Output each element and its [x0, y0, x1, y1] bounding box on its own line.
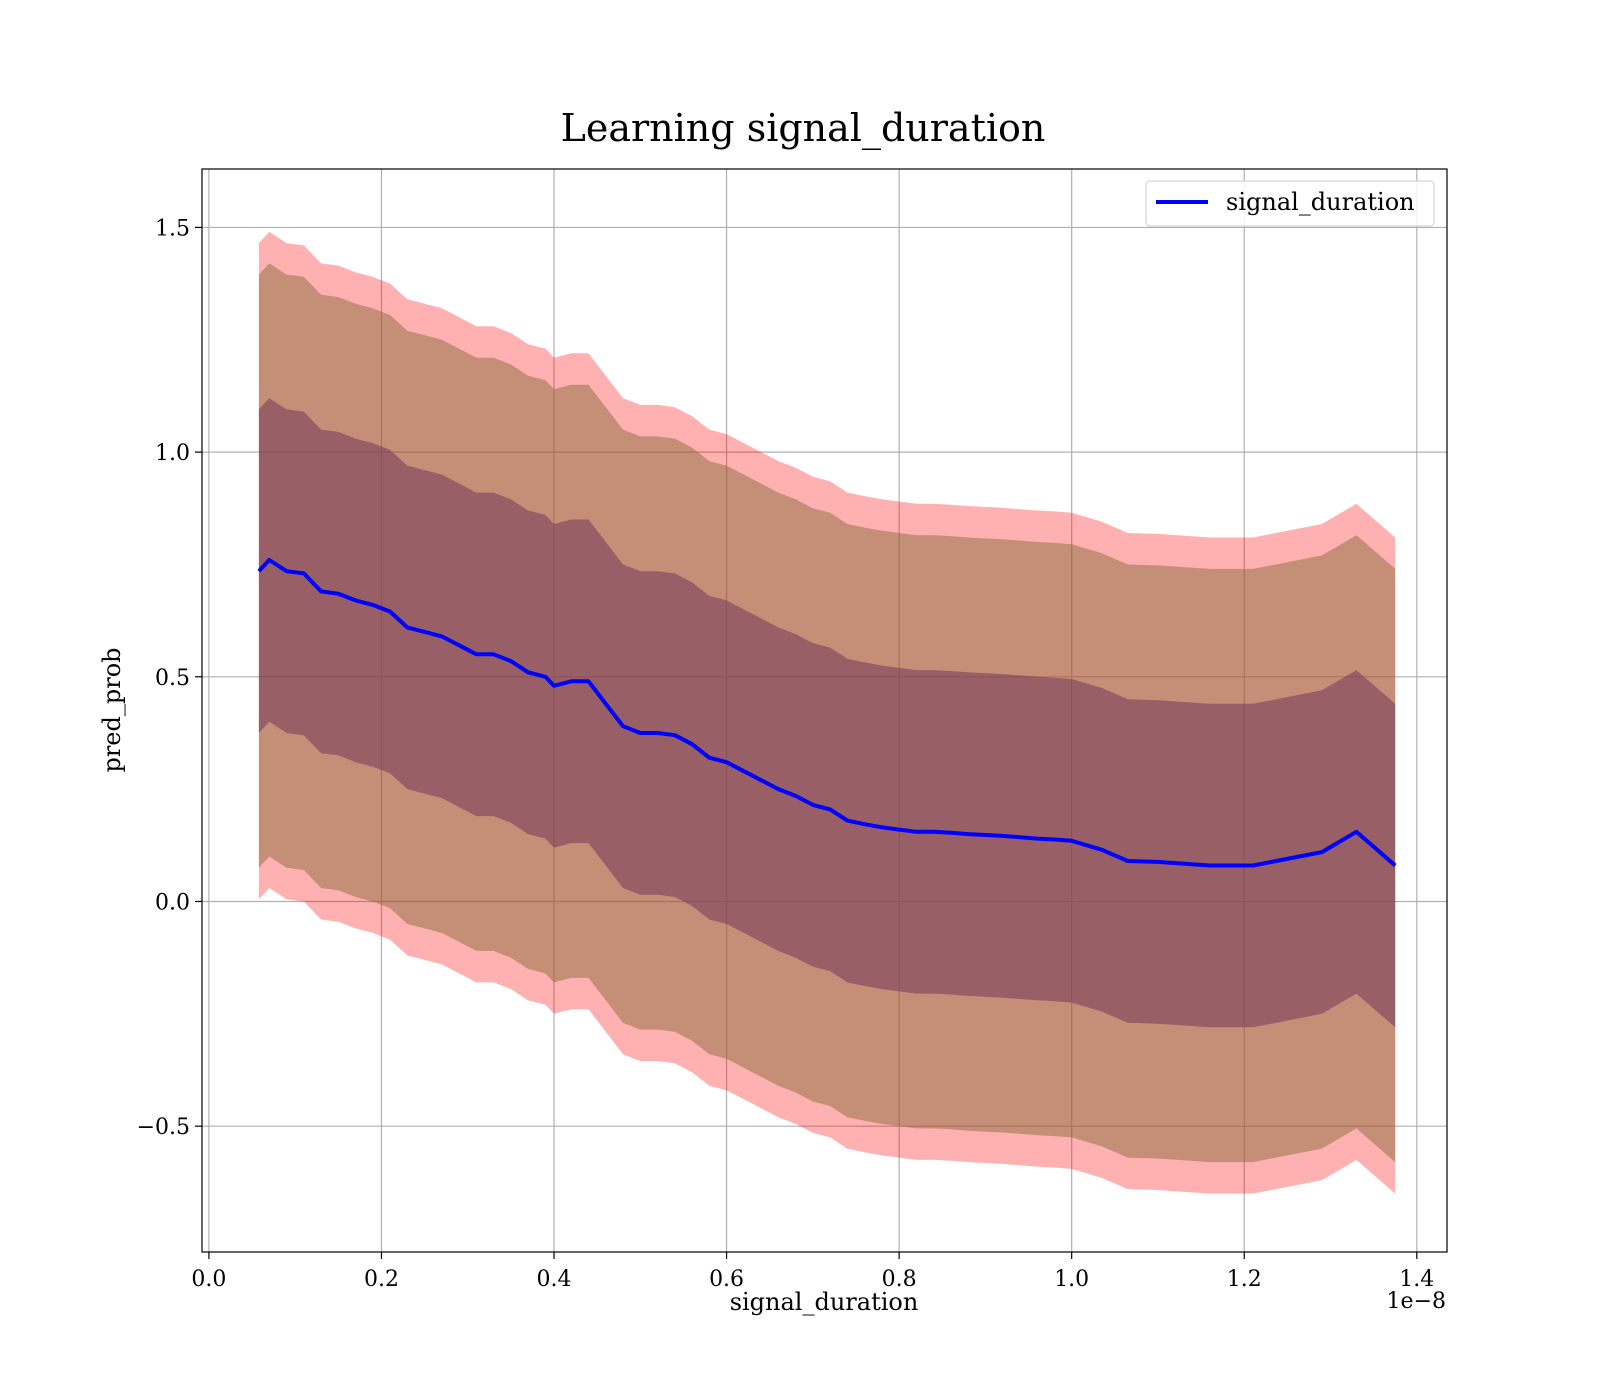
legend-box — [1145, 180, 1435, 227]
x-tick-label: 0.2 — [364, 1267, 399, 1292]
x-tick-label: 1.2 — [1227, 1267, 1262, 1292]
y-tick-label: 0.0 — [155, 890, 190, 915]
y-tick-label: 0.5 — [155, 666, 190, 691]
x-axis-offset-label: 1e−8 — [1387, 1289, 1446, 1314]
x-tick-label: 1.4 — [1399, 1267, 1434, 1292]
band-inner — [258, 398, 1396, 1028]
x-tick-label: 0.8 — [882, 1267, 917, 1292]
x-axis-ticks: 0.0 0.2 0.4 0.6 0.8 1.0 1.2 1.4 — [191, 1252, 1434, 1292]
legend: signal_duration — [1145, 180, 1435, 227]
x-tick-label: 1.0 — [1054, 1267, 1089, 1292]
y-tick-label: 1.0 — [155, 441, 190, 466]
series-line-signal-duration — [257, 558, 1397, 868]
y-tick-label: 1.5 — [155, 216, 190, 241]
y-tick-label: −0.5 — [137, 1115, 190, 1140]
confidence-bands — [258, 231, 1396, 1194]
y-axis-label: pred_prob — [98, 647, 126, 772]
series-lines — [257, 558, 1397, 868]
legend-label-signal-duration: signal_duration — [1226, 188, 1415, 216]
plot-area-frame — [201, 168, 1448, 1253]
x-tick-label: 0.6 — [709, 1267, 744, 1292]
chart-title: Learning signal_duration — [561, 106, 1046, 151]
y-axis-ticks: −0.5 0.0 0.5 1.0 1.5 — [137, 216, 202, 1140]
x-axis-label: signal_duration — [730, 1288, 919, 1316]
x-tick-label: 0.0 — [191, 1267, 226, 1292]
x-tick-label: 0.4 — [537, 1267, 572, 1292]
